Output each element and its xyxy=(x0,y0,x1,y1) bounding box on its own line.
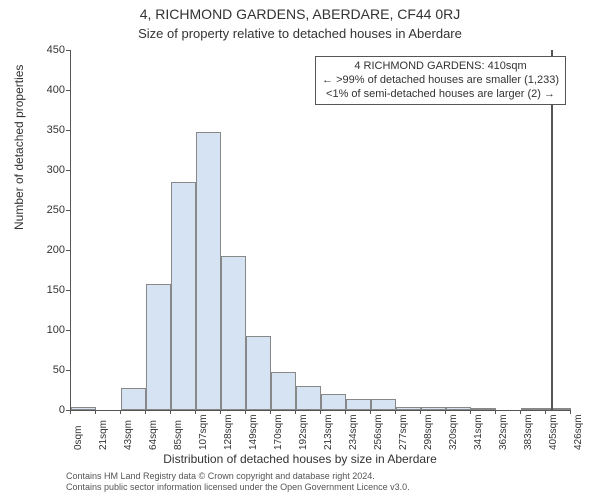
histogram-bar xyxy=(296,386,321,410)
chart-title: 4, RICHMOND GARDENS, ABERDARE, CF44 0RJ xyxy=(0,6,600,22)
ytick-mark xyxy=(66,170,70,171)
xtick-label: 21sqm xyxy=(98,420,109,450)
xtick-label: 0sqm xyxy=(73,426,84,450)
xtick-mark xyxy=(320,410,321,414)
xtick-label: 170sqm xyxy=(273,414,284,450)
ytick-mark xyxy=(66,130,70,131)
histogram-bar xyxy=(121,388,146,410)
annotation-line: ← >99% of detached houses are smaller (1… xyxy=(322,74,559,88)
xtick-mark xyxy=(520,410,521,414)
xtick-mark xyxy=(245,410,246,414)
xtick-label: 256sqm xyxy=(373,414,384,450)
x-axis-label: Distribution of detached houses by size … xyxy=(0,452,600,466)
ytick-label: 250 xyxy=(25,204,65,216)
xtick-label: 320sqm xyxy=(448,414,459,450)
histogram-bar xyxy=(196,132,221,410)
ytick-label: 150 xyxy=(25,284,65,296)
histogram-bar xyxy=(446,407,471,410)
ytick-label: 400 xyxy=(25,84,65,96)
annotation-line: 4 RICHMOND GARDENS: 410sqm xyxy=(322,60,559,74)
footer-line-2: Contains public sector information licen… xyxy=(66,482,410,493)
xtick-mark xyxy=(370,410,371,414)
y-axis-label: Number of detached properties xyxy=(12,65,26,230)
xtick-mark xyxy=(145,410,146,414)
histogram-bar xyxy=(321,394,346,410)
xtick-mark xyxy=(570,410,571,414)
xtick-mark xyxy=(220,410,221,414)
xtick-mark xyxy=(495,410,496,414)
ytick-mark xyxy=(66,50,70,51)
xtick-mark xyxy=(395,410,396,414)
xtick-mark xyxy=(195,410,196,414)
xtick-mark xyxy=(295,410,296,414)
histogram-bar xyxy=(271,372,296,410)
xtick-label: 277sqm xyxy=(398,414,409,450)
histogram-bar xyxy=(221,256,246,410)
xtick-mark xyxy=(345,410,346,414)
xtick-mark xyxy=(70,410,71,414)
annotation-box: 4 RICHMOND GARDENS: 410sqm← >99% of deta… xyxy=(315,56,566,105)
xtick-mark xyxy=(445,410,446,414)
histogram-bar xyxy=(146,284,171,410)
xtick-mark xyxy=(545,410,546,414)
ytick-label: 300 xyxy=(25,164,65,176)
xtick-label: 341sqm xyxy=(473,414,484,450)
footer-attribution: Contains HM Land Registry data © Crown c… xyxy=(66,471,410,494)
xtick-mark xyxy=(95,410,96,414)
histogram-bar xyxy=(521,408,546,410)
ytick-mark xyxy=(66,250,70,251)
xtick-label: 383sqm xyxy=(523,414,534,450)
xtick-label: 149sqm xyxy=(248,414,259,450)
histogram-bar xyxy=(246,336,271,410)
xtick-label: 43sqm xyxy=(123,420,134,450)
xtick-mark xyxy=(120,410,121,414)
ytick-mark xyxy=(66,90,70,91)
histogram-bar xyxy=(171,182,196,410)
histogram-bar xyxy=(346,399,371,410)
xtick-label: 107sqm xyxy=(198,414,209,450)
footer-line-1: Contains HM Land Registry data © Crown c… xyxy=(66,471,410,482)
histogram-bar xyxy=(471,408,496,410)
xtick-label: 234sqm xyxy=(348,414,359,450)
annotation-line: <1% of semi-detached houses are larger (… xyxy=(322,88,559,102)
xtick-label: 64sqm xyxy=(148,420,159,450)
xtick-label: 192sqm xyxy=(298,414,309,450)
xtick-label: 85sqm xyxy=(173,420,184,450)
histogram-bar xyxy=(371,399,396,410)
ytick-mark xyxy=(66,210,70,211)
ytick-label: 350 xyxy=(25,124,65,136)
ytick-label: 0 xyxy=(25,404,65,416)
chart-subtitle: Size of property relative to detached ho… xyxy=(0,26,600,41)
ytick-mark xyxy=(66,330,70,331)
xtick-mark xyxy=(170,410,171,414)
histogram-bar xyxy=(71,407,96,410)
xtick-label: 213sqm xyxy=(323,414,334,450)
histogram-bar xyxy=(396,407,421,410)
ytick-label: 200 xyxy=(25,244,65,256)
histogram-bar xyxy=(421,407,446,410)
xtick-mark xyxy=(470,410,471,414)
ytick-label: 100 xyxy=(25,324,65,336)
ytick-label: 50 xyxy=(25,364,65,376)
xtick-mark xyxy=(270,410,271,414)
chart-container: 4, RICHMOND GARDENS, ABERDARE, CF44 0RJ … xyxy=(0,0,600,500)
xtick-label: 426sqm xyxy=(573,414,584,450)
xtick-mark xyxy=(420,410,421,414)
histogram-bar xyxy=(546,408,571,410)
ytick-mark xyxy=(66,370,70,371)
ytick-mark xyxy=(66,290,70,291)
xtick-label: 405sqm xyxy=(548,414,559,450)
xtick-label: 362sqm xyxy=(498,414,509,450)
ytick-label: 450 xyxy=(25,44,65,56)
xtick-label: 128sqm xyxy=(223,414,234,450)
xtick-label: 298sqm xyxy=(423,414,434,450)
